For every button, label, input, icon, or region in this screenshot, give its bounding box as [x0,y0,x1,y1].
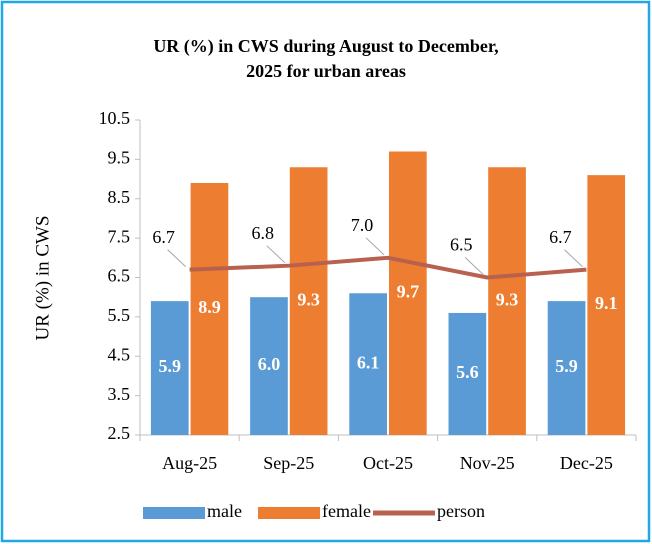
bar [150,301,189,435]
data-label: 6.7 [549,227,572,247]
legend-label: person [437,501,485,521]
bar [488,167,526,435]
bar [250,297,288,435]
leader-line [564,249,583,267]
data-label: 6.5 [450,235,473,255]
y-tick-label: 4.5 [108,344,131,364]
data-label: 9.7 [397,281,420,301]
legend-swatch [143,507,205,519]
leader-line [266,245,286,264]
y-tick-label: 8.5 [108,187,131,207]
legend-label: female [322,501,371,521]
bar [388,151,427,435]
bar [349,293,388,435]
data-label: 9.3 [297,289,320,309]
y-tick-label: 6.5 [108,266,131,286]
data-label: 5.6 [456,362,479,382]
data-label: 6.1 [357,352,380,372]
data-label: 7.0 [351,215,374,235]
x-tick-label: Aug-25 [162,453,217,473]
y-tick-label: 9.5 [108,148,131,168]
x-tick-label: Dec-25 [560,453,613,473]
chart-title: UR (%) in CWS during August to December, [153,36,498,57]
x-tick-label: Sep-25 [263,453,314,473]
bar [547,301,586,435]
y-tick-label: 2.5 [108,423,131,443]
line-series [189,255,587,280]
data-label: 6.8 [252,223,275,243]
x-tick-label: Oct-25 [363,453,413,473]
data-label: 6.7 [152,227,175,247]
legend-label: male [207,501,242,521]
leader-line [464,257,484,275]
x-tick-label: Nov-25 [460,453,515,473]
data-label: 5.9 [159,356,182,376]
leader-line [167,249,186,267]
bar [448,312,487,435]
bar [587,175,626,435]
y-tick-label: 5.5 [108,305,131,325]
y-axis-label: UR (%) in CWS [32,215,53,340]
bar [289,167,328,435]
data-label: 9.1 [595,293,618,313]
y-tick-label: 7.5 [108,226,131,246]
data-label: 8.9 [198,297,221,317]
data-label: 6.0 [258,354,281,374]
bar [190,183,229,435]
legend-swatch [258,507,320,519]
data-label: 5.9 [555,356,578,376]
data-label: 9.3 [496,289,519,309]
y-tick-label: 10.5 [99,108,131,128]
y-tick-label: 3.5 [108,384,131,404]
leader-line [365,237,385,256]
chart-title: 2025 for urban areas [246,61,406,81]
